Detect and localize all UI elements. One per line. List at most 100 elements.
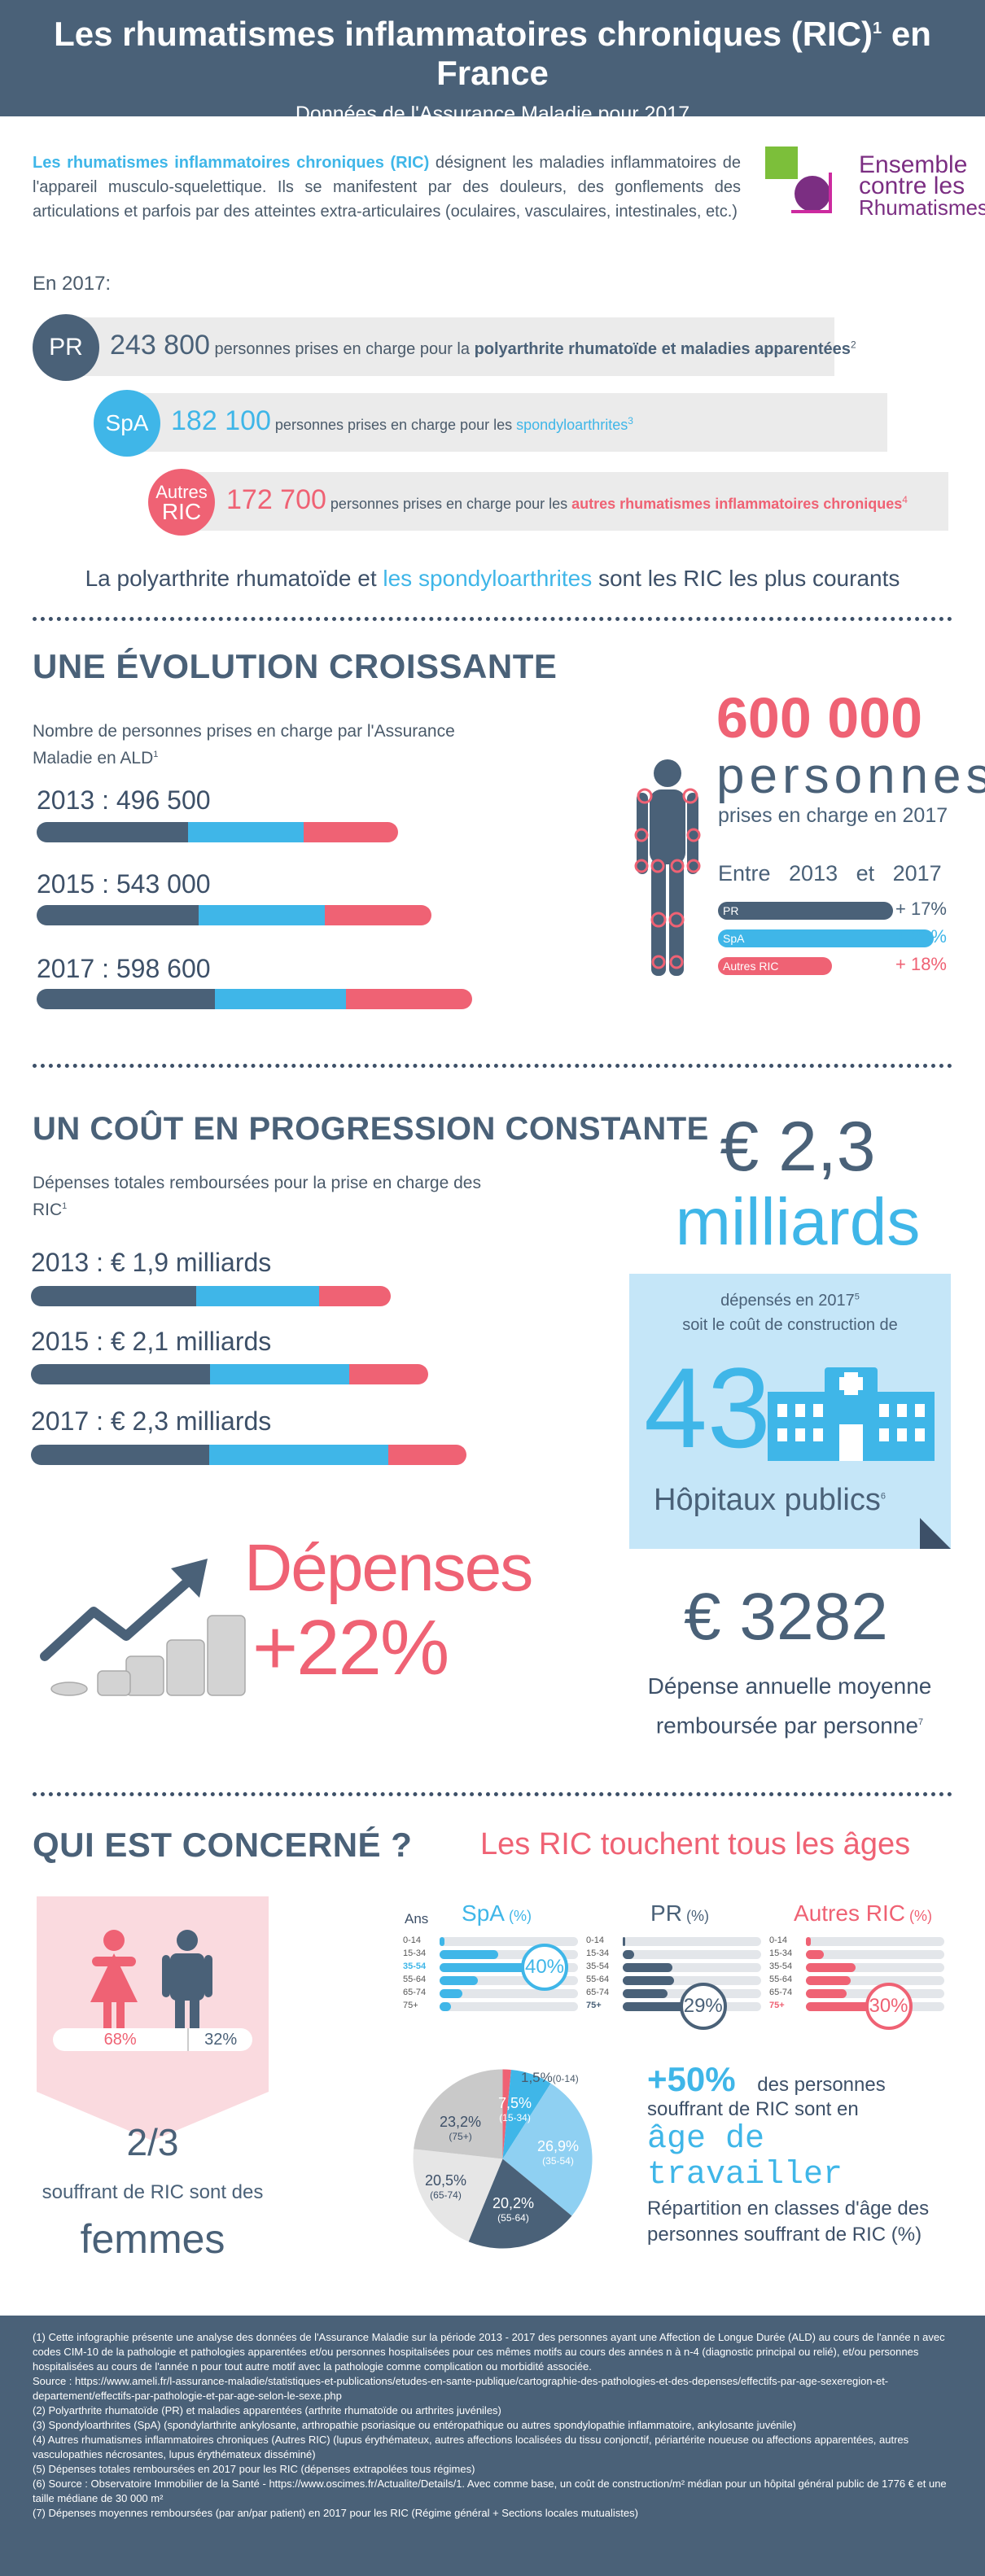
count-badge-ric-line-1: Autres	[155, 482, 208, 502]
count-badge-spa-text: SpA	[105, 410, 149, 435]
cost-bar	[31, 1286, 391, 1306]
logo-outline	[791, 173, 832, 213]
footer-notes: (1) Cette infographie présente une analy…	[0, 2316, 985, 2576]
pie-label-value: 23,2%	[440, 2114, 482, 2130]
cost-row-label: 2013 : € 1,9 milliards	[31, 1248, 272, 1277]
evolution-title: UNE ÉVOLUTION CROISSANTE	[33, 647, 558, 685]
logo-line-1: Ensemble	[859, 151, 968, 178]
age-bar	[806, 1989, 847, 1998]
age-bar	[440, 2002, 451, 2011]
page-subtitle: Données de l'Assurance Maladie pour 2017	[295, 103, 690, 125]
count-value-pr: 243 800	[110, 330, 210, 361]
page-title-sup: 1	[873, 20, 882, 37]
evolution-row-label: 2013 : 496 500	[37, 785, 211, 815]
age-bar	[440, 1963, 529, 1972]
age-group-label: 65-74	[586, 1988, 610, 1997]
cost-spent-text: dépensés en 2017	[720, 1292, 855, 1310]
age-bar-track	[623, 1950, 761, 1959]
age-group-label: 15-34	[586, 1948, 610, 1958]
age-bar	[623, 1950, 634, 1959]
age-group-label: 75+	[403, 2001, 418, 2010]
age-bar	[440, 1989, 462, 1998]
pie-caption-line-2: personnes souffrant de RIC (%)	[647, 2224, 922, 2246]
women-pct: 68%	[53, 2028, 190, 2051]
age-bar	[806, 1963, 856, 1972]
cost-spent-line: dépensés en 20175	[629, 1292, 951, 1310]
age-bar	[806, 1976, 851, 1985]
footer-note: Source : https://www.ameli.fr/l-assuranc…	[33, 2375, 889, 2402]
evolution-bar	[37, 822, 398, 842]
hospitals-label-text: Hôpitaux publics	[654, 1483, 881, 1517]
pie-label-value: 7,5%	[498, 2095, 532, 2111]
age-group-label: 0-14	[769, 1935, 788, 1945]
age-panel: SpA (%) 0-14 15-34 35-54 55-64 65-74 75+ 40%	[403, 1900, 590, 2023]
bar-segment-ric	[387, 1445, 466, 1465]
man-icon	[162, 1930, 212, 2035]
age-bar-track	[440, 1976, 578, 1985]
age-panel: Autres RIC (%) 0-14 15-34 35-54 55-64 65-74 75…	[769, 1900, 957, 2030]
age-bar	[806, 1937, 811, 1946]
page-title: Les rhumatismes inflammatoires chronique…	[0, 0, 985, 93]
avg-caption-line-2: remboursée par personne	[655, 1712, 919, 1738]
growth-bar: Autres RIC	[718, 957, 832, 975]
age-panel-title: SpA (%)	[403, 1900, 590, 1927]
ages-title: Les RIC touchent tous les âges	[480, 1827, 911, 1861]
age-peak-bubble: 30%	[865, 1983, 913, 2030]
header-banner: Les rhumatismes inflammatoires chronique…	[0, 0, 985, 125]
avg-caption-line-1: Dépense annuelle moyenne	[647, 1673, 932, 1699]
panel-fold-corner	[920, 1518, 951, 1549]
pie-label-group: (0-14)	[552, 2073, 579, 2084]
count-text-ric: 172 700 personnes prises en charge pour …	[226, 484, 908, 516]
age-group-label: 55-64	[403, 1975, 427, 1984]
age-peak-bubble: 29%	[679, 1983, 727, 2030]
pie-label-value: 20,5%	[425, 2172, 467, 2189]
cost-big-value: € 2,3	[720, 1108, 876, 1186]
footer-note: (6) Source : Observatoire Immobilier de …	[33, 2478, 947, 2504]
plus50-text-3: âge de travailler	[647, 2121, 843, 2193]
age-bar-track	[623, 1963, 761, 1972]
evolution-caption-sup: 1	[153, 750, 159, 759]
bar-segment-spa	[198, 905, 326, 925]
growth-bar-label: Autres RIC	[723, 960, 779, 973]
evolution-row-label: 2015 : 543 000	[37, 869, 211, 899]
footer-note: (3) Spondyloarthrites (SpA) (spondylarth…	[33, 2419, 796, 2431]
evolution-row-label: 2017 : 598 600	[37, 954, 211, 983]
age-bar	[440, 1976, 478, 1985]
bar-segment-spa	[209, 1445, 388, 1465]
men-pct: 32%	[204, 2031, 238, 2049]
count-row-ric	[167, 472, 948, 531]
age-bar-track	[623, 1976, 761, 1985]
age-panel: PR (%) 0-14 15-34 35-54 55-64 65-74 75+ 29%	[586, 1900, 773, 2030]
logo-text: Ensemble contre les Rhumatismes	[859, 151, 985, 219]
age-bar	[440, 1937, 444, 1946]
count-label-spa: personnes prises en charge pour les	[274, 417, 513, 433]
age-group-label: 0-14	[403, 1935, 422, 1945]
footer-note: (2) Polyarthrite rhumatoïde (PR) et mala…	[33, 2404, 501, 2416]
bar-segment-pr	[37, 822, 189, 842]
cost-bar	[31, 1364, 429, 1384]
divider-3	[33, 1792, 952, 1796]
pie-label: 1,5%(0-14)	[521, 2070, 579, 2086]
cost-big-unit: milliards	[675, 1185, 921, 1259]
summary-tail: sont les RIC les plus courants	[598, 566, 900, 591]
age-group-label: 65-74	[769, 1988, 793, 1997]
pie-label-value: 1,5%	[521, 2070, 553, 2085]
age-bar	[806, 2002, 873, 2011]
count-highlight-ric: autres rhumatismes inflammatoires chroni…	[571, 496, 903, 512]
age-panel-unit: (%)	[504, 1908, 532, 1924]
age-group-label: 15-34	[769, 1948, 793, 1958]
ages-axis: Ans	[405, 1911, 429, 1927]
growth-bar-label: SpA	[723, 932, 745, 945]
age-bar	[623, 1989, 668, 1998]
evolution-caption-text: Nombre de personnes prises en charge par…	[33, 722, 455, 768]
hospitals-count: 43	[644, 1344, 771, 1472]
bar-segment-spa	[188, 822, 304, 842]
bar-segment-pr	[37, 905, 199, 925]
gender-panel-bg	[37, 1896, 269, 2141]
avg-value: € 3282	[684, 1580, 888, 1654]
age-bar	[806, 1950, 824, 1959]
count-badge-ric-line-2: RIC	[161, 499, 202, 524]
pie-label-group: (15-34)	[499, 2112, 531, 2123]
bar-segment-ric	[318, 1286, 391, 1306]
bar-segment-ric	[304, 822, 398, 842]
